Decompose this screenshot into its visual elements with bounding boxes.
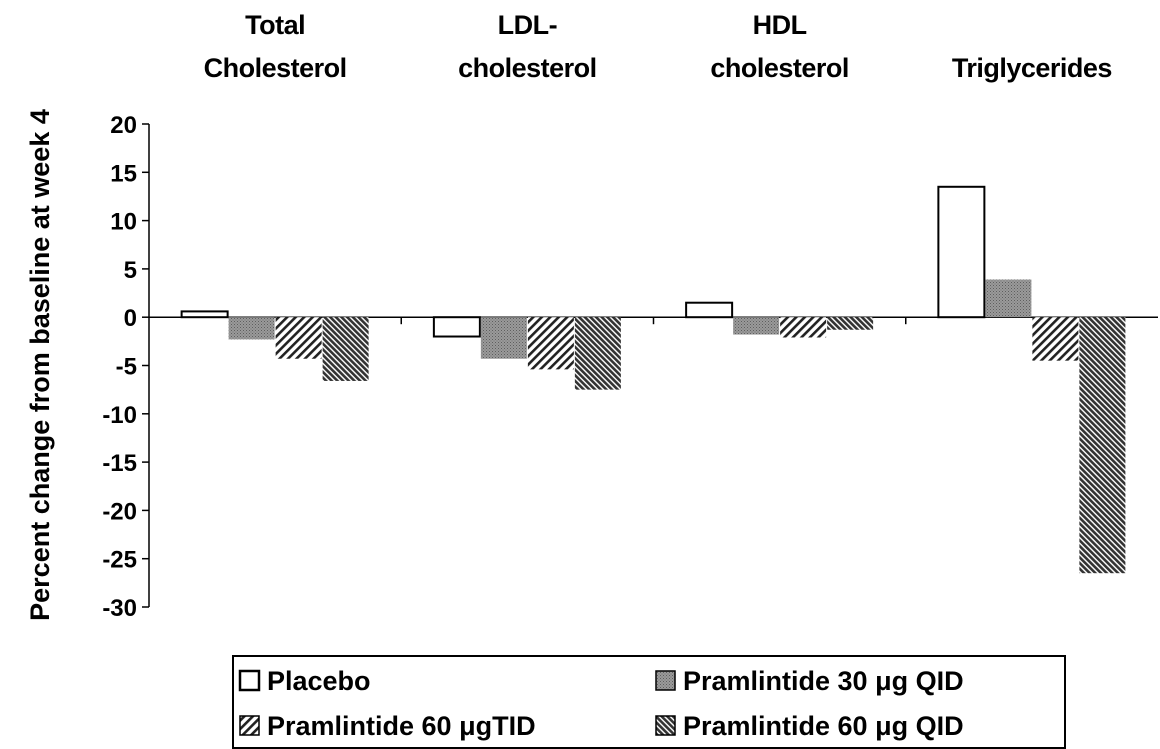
y-tick-label: -25 <box>102 547 137 574</box>
bar <box>780 317 827 338</box>
bar <box>1079 317 1126 574</box>
legend-swatch <box>239 715 260 736</box>
y-tick-label: 20 <box>110 112 137 139</box>
bar <box>275 317 322 359</box>
bar <box>574 317 621 390</box>
category-label: Triglycerides <box>952 53 1112 83</box>
bar <box>228 317 275 340</box>
y-tick-label: 15 <box>110 160 137 187</box>
legend: Placebo Pramlintide 30 μg QID Pramlintide … <box>232 655 1066 749</box>
bar <box>180 310 229 319</box>
category-label: LDL- <box>498 10 557 40</box>
legend-label: Pramlintide 60 μg QID <box>683 711 964 741</box>
bars <box>180 185 1126 574</box>
category-label: cholesterol <box>458 53 597 83</box>
y-tick-label: -30 <box>102 595 137 622</box>
y-tick-label: 10 <box>110 209 137 236</box>
bar <box>685 301 734 319</box>
legend-swatch <box>655 715 676 736</box>
y-tick-label: -15 <box>102 450 137 477</box>
bar <box>322 317 369 381</box>
category-label: Cholesterol <box>204 53 347 83</box>
category-label: HDL <box>753 10 807 40</box>
legend-box <box>232 655 1066 749</box>
legend-label: Pramlintide 60 μgTID <box>267 711 536 741</box>
axes: 20 15 10 5 0 -5 -10 -15 -20 -25 -30 <box>102 112 1158 622</box>
bar <box>985 279 1032 318</box>
bar <box>733 317 780 335</box>
y-tick-label: 0 <box>124 305 137 332</box>
legend-swatch <box>655 670 676 691</box>
bar <box>827 317 874 330</box>
legend-swatch <box>238 669 261 692</box>
y-tick-label: -20 <box>102 498 137 525</box>
category-label: cholesterol <box>710 53 849 83</box>
legend-label: Pramlintide 30 μg QID <box>683 666 964 696</box>
bar <box>937 185 986 319</box>
y-tick-label: 5 <box>124 257 137 284</box>
category-label: Total <box>245 10 305 40</box>
category-titles: Total Cholesterol LDL-cholesterol HDL choles… <box>204 10 1113 83</box>
y-axis-label: Percent change from baseline at week 4 <box>25 109 55 621</box>
y-tick-label: -5 <box>116 354 137 381</box>
y-tick-label: -10 <box>102 402 137 429</box>
legend-label: Placebo <box>267 666 371 696</box>
bar <box>1032 317 1079 361</box>
bar <box>527 317 574 370</box>
bar <box>480 317 527 359</box>
bar <box>432 316 481 338</box>
